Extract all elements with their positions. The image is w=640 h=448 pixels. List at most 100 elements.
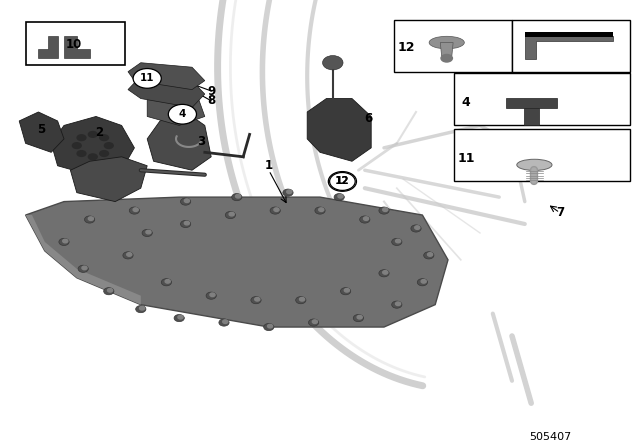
Circle shape [136, 306, 146, 313]
Circle shape [268, 324, 273, 328]
Circle shape [415, 226, 420, 229]
Circle shape [180, 220, 191, 228]
Circle shape [180, 198, 191, 205]
Bar [454, 129, 630, 181]
Circle shape [312, 320, 317, 323]
Circle shape [133, 208, 138, 211]
Polygon shape [440, 43, 453, 56]
Polygon shape [38, 36, 58, 58]
Text: 12: 12 [335, 177, 349, 186]
Text: 5: 5 [38, 123, 45, 137]
Polygon shape [525, 36, 613, 59]
Text: 12: 12 [397, 41, 415, 55]
Circle shape [63, 239, 68, 243]
Circle shape [99, 134, 109, 141]
Text: 4: 4 [461, 96, 470, 109]
Circle shape [210, 293, 215, 297]
Bar [26, 22, 125, 65]
Text: 8: 8 [207, 94, 215, 108]
Circle shape [323, 56, 343, 70]
Circle shape [251, 297, 261, 304]
Circle shape [129, 207, 140, 214]
Circle shape [421, 280, 426, 283]
Circle shape [396, 239, 401, 243]
Circle shape [357, 315, 362, 319]
Circle shape [383, 208, 388, 211]
Circle shape [283, 189, 293, 196]
Polygon shape [26, 215, 141, 305]
Circle shape [340, 288, 351, 295]
Circle shape [424, 252, 434, 259]
Bar [506, 98, 557, 108]
Circle shape [392, 301, 402, 308]
Bar [525, 32, 613, 37]
Circle shape [229, 212, 234, 216]
Circle shape [78, 265, 88, 272]
Text: 9: 9 [207, 85, 215, 99]
Text: 3: 3 [198, 134, 205, 148]
Circle shape [165, 280, 170, 283]
Circle shape [353, 314, 364, 322]
Circle shape [88, 153, 98, 160]
Text: 4: 4 [179, 109, 186, 119]
Circle shape [330, 172, 355, 190]
Circle shape [255, 297, 260, 301]
Polygon shape [70, 157, 147, 202]
Circle shape [392, 238, 402, 246]
Polygon shape [51, 116, 134, 175]
Polygon shape [64, 36, 90, 58]
Text: 2: 2 [95, 125, 103, 139]
Circle shape [142, 229, 152, 237]
Circle shape [76, 150, 86, 157]
Circle shape [184, 221, 189, 225]
Circle shape [99, 150, 109, 157]
Circle shape [206, 292, 216, 299]
Circle shape [417, 279, 428, 286]
Polygon shape [147, 112, 211, 170]
Circle shape [264, 323, 274, 331]
Circle shape [232, 194, 242, 201]
Text: 12: 12 [335, 177, 349, 186]
Circle shape [364, 217, 369, 220]
Circle shape [296, 297, 306, 304]
Text: 505407: 505407 [529, 432, 572, 442]
Circle shape [104, 142, 114, 149]
Circle shape [308, 319, 319, 326]
Circle shape [287, 190, 292, 194]
Circle shape [219, 319, 229, 326]
Text: 6: 6 [364, 112, 372, 125]
Circle shape [184, 199, 189, 202]
Bar [454, 73, 630, 125]
Circle shape [127, 253, 132, 256]
Circle shape [88, 217, 93, 220]
Bar [524, 108, 539, 125]
Circle shape [428, 253, 433, 256]
Circle shape [383, 271, 388, 274]
Circle shape [225, 211, 236, 219]
Ellipse shape [517, 159, 552, 171]
Polygon shape [147, 90, 205, 125]
Bar [512, 20, 630, 72]
Circle shape [168, 104, 196, 124]
Polygon shape [19, 112, 64, 152]
Text: 7: 7 [556, 206, 564, 220]
Circle shape [396, 302, 401, 306]
Circle shape [72, 142, 82, 149]
Circle shape [315, 207, 325, 214]
Circle shape [440, 54, 453, 63]
Circle shape [270, 207, 280, 214]
Circle shape [328, 172, 356, 191]
Ellipse shape [429, 36, 465, 49]
Text: 10: 10 [65, 38, 82, 52]
Circle shape [178, 315, 183, 319]
Circle shape [104, 288, 114, 295]
Circle shape [140, 306, 145, 310]
Circle shape [344, 289, 349, 292]
Bar [394, 20, 512, 72]
Circle shape [300, 297, 305, 301]
Circle shape [236, 194, 241, 198]
Circle shape [88, 131, 98, 138]
Circle shape [334, 194, 344, 201]
Circle shape [161, 279, 172, 286]
Circle shape [84, 216, 95, 223]
